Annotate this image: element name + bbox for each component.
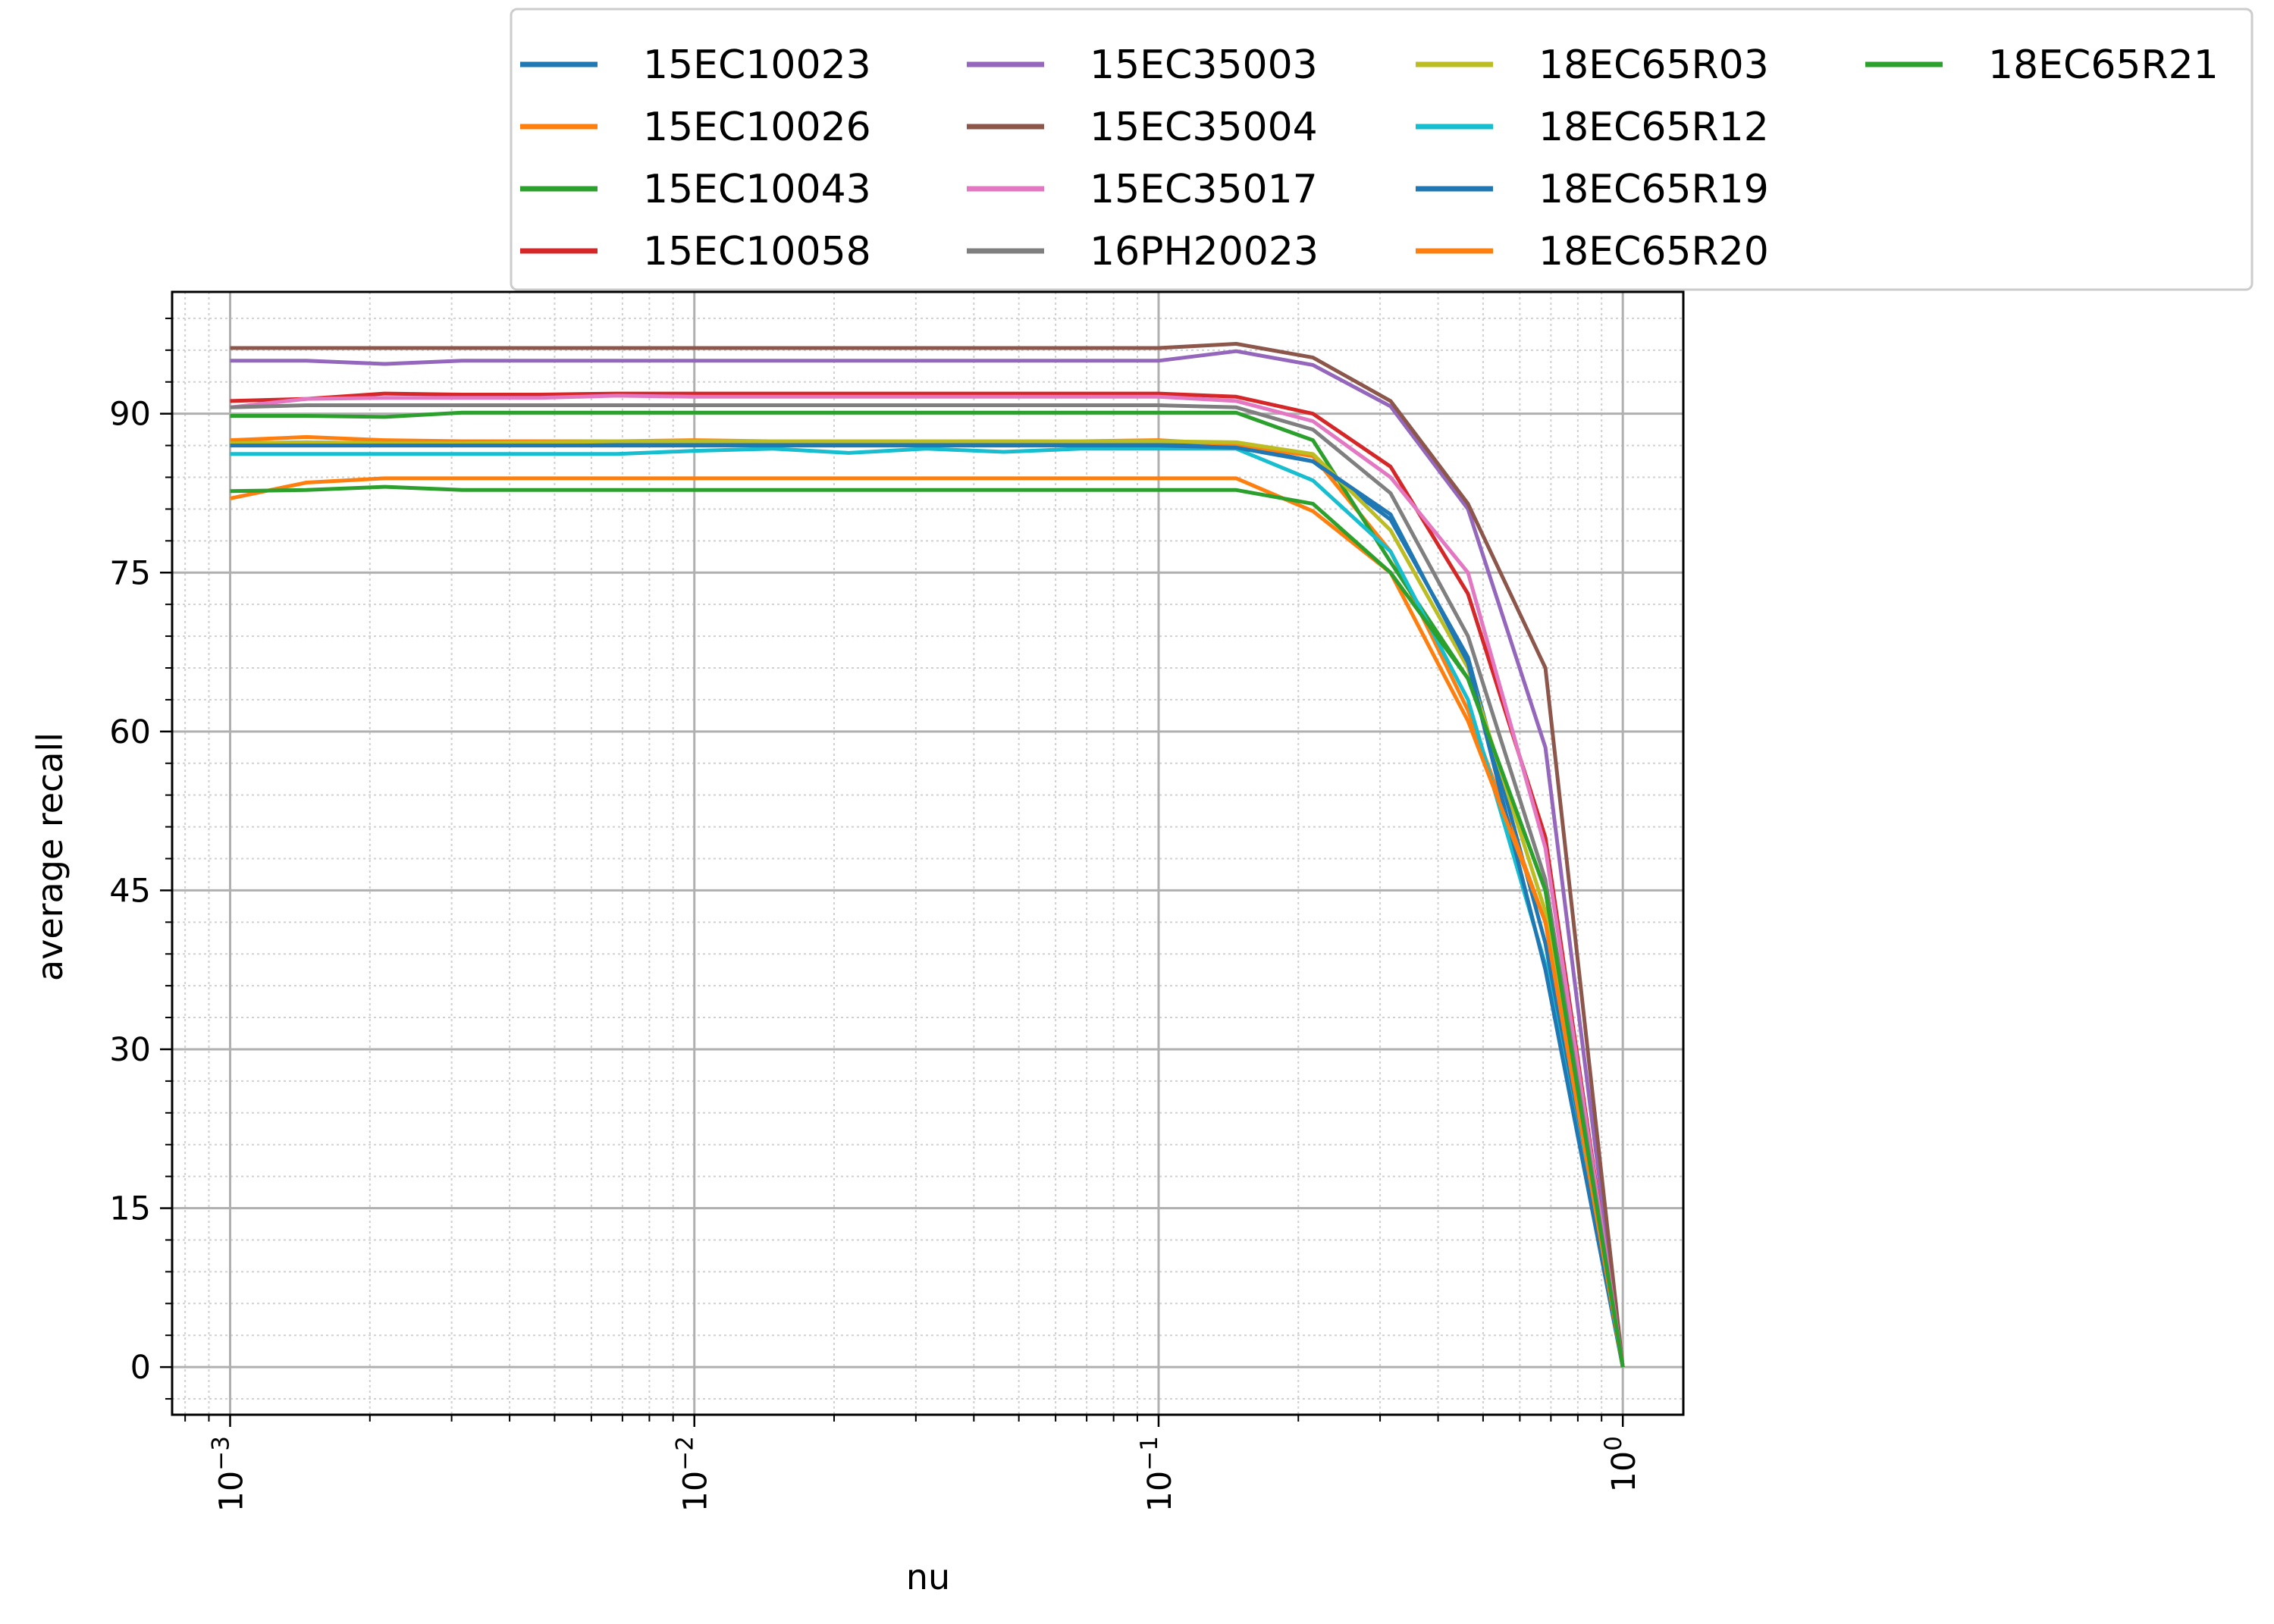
legend-label: 18EC65R19: [1538, 167, 1769, 212]
legend-box: [510, 8, 2254, 291]
axes-frame: [171, 290, 1685, 1416]
series-line-15EC10043: [230, 410, 1625, 1368]
series-line-18EC65R21: [230, 484, 1625, 1368]
y-tick-label: 75: [109, 554, 151, 592]
legend-entries: 15EC10023 15EC10026 15EC10043 15EC10058 15EC…: [520, 42, 2219, 274]
axis-tick-labels: 10−3 10−2 10−1 100 0 15 30 45 60 75 90: [109, 396, 1643, 1513]
series-line-15EC35003: [230, 349, 1625, 1368]
series-line-15EC35004: [230, 342, 1625, 1368]
series-line-18EC65R12: [230, 447, 1625, 1368]
legend-label: 18EC65R20: [1538, 229, 1769, 274]
x-tick-label: 10−3: [207, 1436, 250, 1512]
legend-label: 16PH20023: [1090, 229, 1319, 274]
series-line-15EC35017: [230, 393, 1625, 1368]
series-line-18EC65R19: [230, 444, 1625, 1368]
series-line-15EC10058: [230, 391, 1625, 1368]
axis-ticks: [160, 317, 1624, 1427]
y-axis-label: average recall: [30, 732, 71, 981]
x-tick-label: 10−2: [672, 1436, 715, 1512]
series-lines: [229, 342, 1625, 1368]
y-tick-label: 45: [109, 872, 151, 910]
legend-label: 15EC35003: [1090, 42, 1318, 88]
y-tick-label: 60: [109, 713, 151, 751]
legend-label: 15EC35017: [1090, 167, 1318, 212]
legend-label: 15EC10043: [643, 167, 871, 212]
x-tick-label: 100: [1600, 1436, 1643, 1492]
legend-label: 15EC10023: [643, 42, 871, 88]
series-line-18EC65R03: [230, 439, 1625, 1368]
legend-label: 18EC65R21: [1988, 42, 2219, 88]
legend-label: 18EC65R03: [1538, 42, 1769, 88]
x-tick-label: 10−1: [1136, 1436, 1179, 1512]
legend: 15EC10023 15EC10026 15EC10043 15EC10058 15EC…: [510, 8, 2254, 291]
legend-label: 15EC35004: [1090, 105, 1318, 150]
legend-label: 18EC65R12: [1538, 105, 1769, 150]
y-tick-label: 0: [130, 1349, 151, 1387]
series-line-16PH20023: [230, 403, 1625, 1368]
y-tick-label: 30: [109, 1031, 151, 1069]
y-tick-label: 15: [109, 1190, 151, 1228]
x-axis-label: nu: [906, 1557, 950, 1597]
y-tick-label: 90: [109, 396, 151, 434]
plot-frame: [171, 290, 1685, 1416]
legend-label: 15EC10058: [643, 229, 871, 274]
legend-label: 15EC10026: [643, 105, 871, 150]
